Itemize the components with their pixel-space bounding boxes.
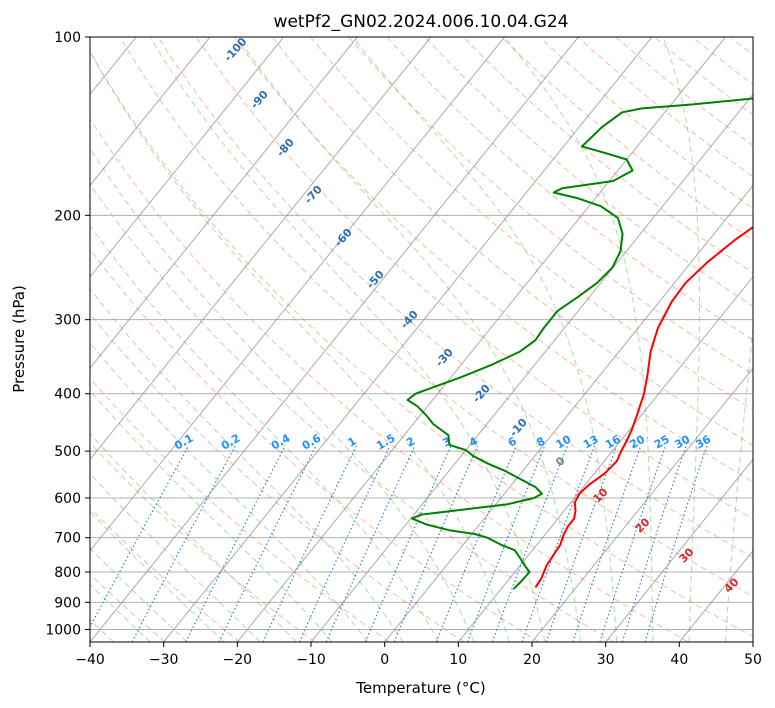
axes: −40 −30 −20 −10 0 10 20 30 40 50 100 200 300 400 500 60… — [45, 30, 762, 668]
x-tick-label: −20 — [223, 652, 253, 668]
y-tick-label: 800 — [54, 565, 81, 581]
dry-adiabat-line — [272, 37, 753, 447]
mixing-ratio-line — [599, 445, 667, 642]
x-tick-label: 20 — [523, 652, 541, 668]
y-tick-label: 500 — [54, 444, 81, 460]
y-tick-label: 400 — [54, 387, 81, 403]
isotherm-line — [310, 93, 753, 642]
moist-adiabat-line — [662, 37, 700, 642]
x-tick-label: 0 — [380, 652, 389, 668]
y-tick-label: 700 — [54, 531, 81, 547]
moist-adiabat-line — [149, 37, 546, 642]
moist-adiabat-line — [90, 342, 369, 642]
x-tick-label: 30 — [597, 652, 615, 668]
mixing-ratio-line — [466, 445, 546, 642]
moist-adiabat-line — [90, 511, 225, 642]
dewpoint-profile-line — [406, 97, 753, 590]
mixing-ratio-line — [393, 445, 478, 642]
moist-adiabat-line — [90, 50, 510, 642]
isotherm-line — [90, 37, 579, 642]
moist-adiabat-line — [236, 37, 582, 642]
y-tick-label: 1000 — [45, 622, 81, 638]
mixing-ratio-line — [218, 445, 317, 642]
plot-frame — [89, 36, 754, 643]
y-tick-label: 200 — [54, 208, 81, 224]
x-tick-label: −40 — [75, 652, 105, 668]
isotherm-line — [605, 458, 753, 642]
moist-adiabat-line — [504, 37, 654, 642]
moist-adiabat-line — [90, 473, 261, 642]
mixing-ratio-line — [521, 445, 596, 642]
y-tick-label: 100 — [54, 30, 81, 46]
isotherm-line — [90, 37, 284, 278]
plot-area: -100-90-80-70-60-50-40-30-20-100.1 0.2 0.4… — [90, 37, 753, 642]
mixing-ratio-line — [262, 445, 357, 642]
isotherm-line — [384, 184, 753, 642]
moist-adiabats — [90, 37, 753, 642]
x-tick-label: 50 — [744, 652, 762, 668]
isotherm-line — [236, 37, 726, 642]
moist-adiabat-line — [90, 287, 404, 642]
chart-title: wetPf2_GN02.2024.006.10.04.G24 — [274, 12, 569, 32]
dry-adiabat-line — [386, 37, 753, 341]
isotherm-line — [90, 37, 358, 369]
x-tick-label: 10 — [449, 652, 467, 668]
x-tick-label: −10 — [296, 652, 326, 668]
isotherm-line — [90, 37, 432, 461]
mixing-ratio-line — [364, 445, 452, 642]
x-axis-title: Temperature (°C) — [355, 679, 485, 697]
mixing-ratio-line — [621, 445, 687, 642]
mixing-ratio-line — [185, 445, 286, 642]
dry-adiabat-line — [310, 37, 753, 411]
isotherm-line — [90, 37, 211, 187]
isotherm-line — [531, 367, 753, 642]
dry-adiabats — [90, 37, 753, 642]
mixing-ratio-line — [545, 445, 618, 642]
dry-adiabat-line — [90, 377, 390, 642]
y-tick-label: 900 — [54, 595, 81, 611]
dry-adiabat-line — [348, 37, 753, 376]
temperature-profile-line — [534, 225, 753, 589]
sounding-profiles — [406, 97, 753, 590]
mixing-ratio-line — [572, 445, 642, 642]
mixing-ratio-line — [644, 445, 708, 642]
isotherm-line — [163, 37, 653, 642]
y-tick-label: 600 — [54, 491, 81, 507]
isotherm-line — [90, 37, 505, 552]
moist-adiabat-line — [90, 224, 439, 642]
isotherm-line — [457, 276, 753, 642]
y-tick-label: 300 — [54, 313, 81, 329]
dry-adiabat-line — [90, 117, 689, 642]
moist-adiabat-line — [90, 147, 475, 642]
y-axis-title: Pressure (hPa) — [10, 285, 28, 393]
moist-adiabat-line — [90, 547, 188, 642]
moist-adiabat-line — [90, 583, 151, 642]
dry-adiabat-line — [90, 312, 465, 642]
x-tick-label: −30 — [149, 652, 179, 668]
mixing-ratio-line — [90, 445, 189, 628]
x-tick-label: 40 — [670, 652, 688, 668]
dry-adiabat-line — [90, 183, 614, 642]
moist-adiabat-line — [725, 323, 753, 642]
dry-adiabat-line — [90, 573, 166, 642]
skewed-isotherms — [90, 37, 753, 642]
pressure-gridlines — [90, 37, 753, 630]
